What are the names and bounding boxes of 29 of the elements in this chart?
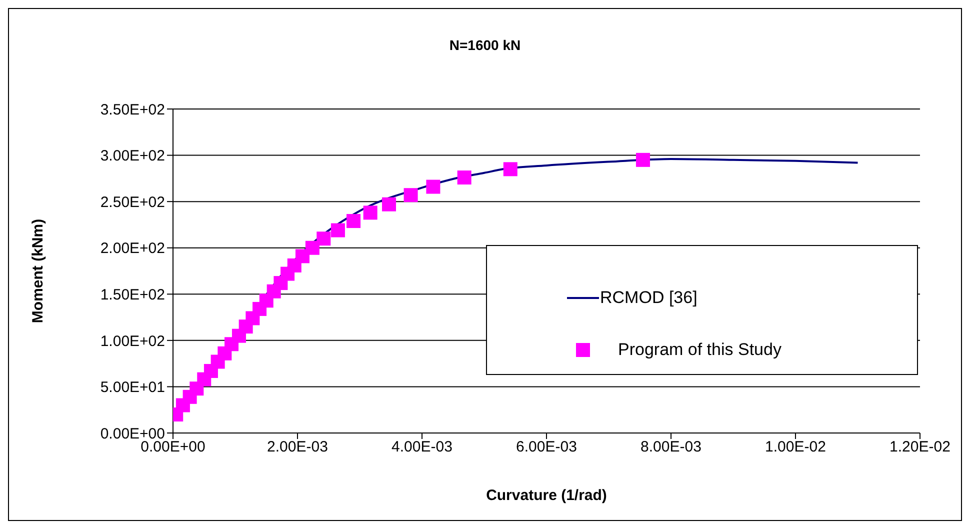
chart-title: N=1600 kN [448,37,522,53]
point [426,180,440,194]
y-tick-label: 1.50E+02 [100,286,165,304]
y-tick-label: 3.50E+02 [100,101,165,118]
x-axis-title: Curvature (1/rad) [486,487,607,504]
point [382,197,396,212]
point [305,240,320,255]
point [316,232,331,246]
point [346,214,361,228]
y-tick-label: 2.50E+02 [100,194,165,211]
x-tick-label: 4.00E-03 [392,438,452,456]
point [330,223,345,238]
y-axis-title: Moment (kNm) [29,218,46,324]
x-tick-label: 6.00E-03 [516,438,577,456]
legend-label: Program of this Study [618,340,782,360]
y-tick-label: 3.00E+02 [100,148,165,165]
legend-label: RCMOD [36] [600,288,698,308]
x-tick-label: 2.00E-03 [267,438,328,456]
x-tick-label: 1.20E-02 [890,438,950,456]
point [457,170,472,185]
y-tick-label: 5.00E+01 [100,379,165,396]
point [636,152,650,167]
point [404,188,418,202]
x-tick-label: 8.00E-03 [640,438,702,456]
point [503,162,518,176]
y-tick-label: 1.00E+02 [100,332,165,350]
point [363,206,378,220]
x-tick-label: 1.00E-02 [765,438,826,456]
y-tick-label: 2.00E+02 [100,240,165,258]
